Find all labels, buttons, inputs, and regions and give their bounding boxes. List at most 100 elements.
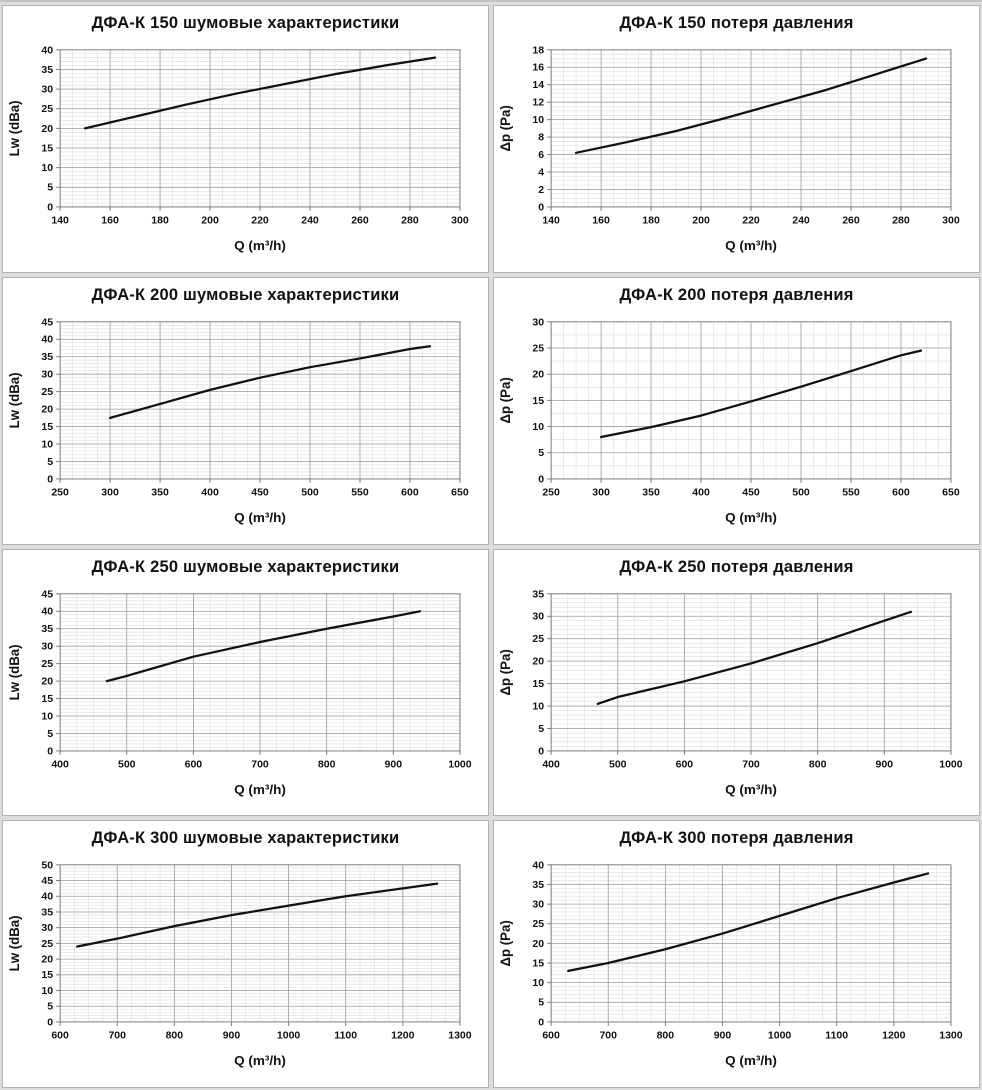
x-axis-title: Q (m³/h): [725, 510, 777, 525]
x-tick-label: 260: [842, 216, 860, 227]
y-tick-label: 35: [41, 908, 53, 919]
chart-panel-dfa-k-250-noise: ДФА-К 250 шумовые характеристики 400 500 6…: [2, 548, 489, 817]
y-tick-label: 20: [41, 676, 53, 687]
x-tick-label: 350: [642, 487, 660, 498]
chart-panel-dfa-k-200-noise: ДФА-К 200 шумовые характеристики 250 300 3…: [2, 276, 489, 545]
y-tick-label: 20: [41, 124, 53, 135]
y-tick-label: 40: [41, 606, 53, 617]
y-tick-label: 40: [41, 335, 53, 346]
x-tick-label: 500: [792, 487, 810, 498]
y-tick-label: 35: [41, 352, 53, 363]
y-tick-label: 2: [538, 185, 544, 196]
x-tick-label: 450: [251, 487, 269, 498]
y-axis-title: Lw (dBa): [7, 372, 22, 428]
x-tick-label: 400: [201, 487, 219, 498]
y-tick-label: 5: [47, 183, 53, 194]
y-tick-label: 35: [41, 624, 53, 635]
x-tick-label: 800: [318, 759, 336, 770]
x-tick-label: 1000: [768, 1031, 792, 1042]
y-tick-label: 4: [538, 168, 544, 179]
x-tick-label: 600: [185, 759, 203, 770]
y-tick-label: 0: [538, 1018, 544, 1029]
x-axis-title: Q (m³/h): [725, 1054, 777, 1069]
y-tick-label: 5: [47, 728, 53, 739]
chart-grid: [60, 321, 460, 479]
x-tick-label: 300: [101, 487, 119, 498]
x-tick-label: 700: [742, 759, 760, 770]
y-tick-label: 45: [41, 589, 53, 600]
y-tick-label: 5: [538, 448, 544, 459]
x-tick-label: 500: [609, 759, 627, 770]
chart-grid: [551, 865, 951, 1023]
x-tick-label: 500: [301, 487, 319, 498]
y-axis-title: Δp (Pa): [498, 105, 513, 151]
x-tick-label: 400: [51, 759, 69, 770]
y-tick-label: 18: [532, 45, 544, 56]
y-tick-label: 40: [41, 45, 53, 56]
y-tick-label: 50: [41, 861, 53, 872]
chart-plot: 600 700 800 900 1000 1100 1200 1300 0 5 10 15 20 25 30…: [7, 861, 472, 1069]
x-tick-label: 1100: [825, 1031, 848, 1042]
chart-grid: [60, 593, 460, 751]
y-tick-label: 10: [41, 711, 53, 722]
y-axis-title: Δp (Pa): [498, 920, 513, 966]
x-axis-title: Q (m³/h): [725, 782, 777, 797]
y-tick-label: 10: [41, 163, 53, 174]
y-tick-label: 30: [41, 369, 53, 380]
y-tick-label: 0: [47, 202, 53, 213]
x-tick-label: 300: [942, 216, 960, 227]
y-tick-label: 15: [532, 396, 544, 407]
x-tick-label: 220: [251, 216, 269, 227]
x-tick-label: 1200: [391, 1031, 415, 1042]
chart-plot: 250 300 350 400 450 500 550 600 650 0 5 10 15 20 25 30 3…: [7, 317, 469, 525]
x-tick-label: 700: [251, 759, 269, 770]
x-tick-label: 160: [101, 216, 119, 227]
x-tick-label: 600: [51, 1031, 69, 1042]
y-tick-label: 30: [41, 641, 53, 652]
x-axis-title: Q (m³/h): [234, 238, 286, 253]
chart-panel-dfa-k-200-pressure: ДФА-К 200 потеря давления 250 300 350 400 45…: [493, 276, 980, 545]
y-tick-label: 20: [41, 404, 53, 415]
x-tick-label: 1100: [334, 1031, 357, 1042]
x-tick-label: 240: [301, 216, 319, 227]
x-tick-label: 400: [542, 759, 560, 770]
x-tick-label: 160: [592, 216, 610, 227]
x-tick-label: 600: [676, 759, 694, 770]
y-tick-label: 5: [47, 1002, 53, 1013]
y-tick-label: 25: [41, 104, 53, 115]
y-tick-label: 0: [538, 474, 544, 485]
x-tick-label: 180: [642, 216, 660, 227]
chart-title: ДФА-К 200 потеря давления: [619, 285, 854, 304]
x-tick-label: 450: [742, 487, 760, 498]
y-tick-label: 20: [532, 656, 544, 667]
y-tick-label: 15: [41, 422, 53, 433]
y-tick-label: 35: [532, 880, 544, 891]
data-curve: [567, 872, 930, 973]
y-tick-label: 15: [532, 959, 544, 970]
chart-plot: 400 500 600 700 800 900 1000 0 5 10 15 20 25 30 35 40 45…: [7, 589, 472, 797]
y-axis-title: Lw (dBa): [7, 916, 22, 972]
x-tick-label: 240: [792, 216, 810, 227]
chart-panel-dfa-k-300-noise: ДФА-К 300 шумовые характеристики 600 700 8…: [2, 820, 489, 1088]
y-tick-label: 35: [41, 65, 53, 76]
x-tick-label: 350: [151, 487, 169, 498]
x-tick-label: 280: [892, 216, 910, 227]
y-tick-label: 20: [532, 369, 544, 380]
chart-panel-dfa-k-150-noise: ДФА-К 150 шумовые характеристики 140 160 1…: [2, 5, 489, 273]
chart-plot: 600 700 800 900 1000 1100 1200 1300 0 5 10 15 20 25 30…: [498, 861, 963, 1069]
x-tick-label: 250: [542, 487, 560, 498]
x-tick-label: 650: [451, 487, 469, 498]
x-tick-label: 1000: [448, 759, 472, 770]
chart-title: ДФА-К 300 шумовые характеристики: [91, 829, 400, 848]
chart-plot: 400 500 600 700 800 900 1000 0 5 10 15 20 25 30 35 Q (m…: [498, 589, 963, 797]
plot-border: [550, 592, 952, 751]
y-tick-label: 0: [47, 474, 53, 485]
y-tick-label: 14: [532, 80, 544, 91]
chart-title: ДФА-К 250 шумовые характеристики: [91, 557, 400, 576]
y-tick-label: 5: [538, 998, 544, 1009]
x-tick-label: 800: [809, 759, 827, 770]
y-tick-label: 20: [41, 955, 53, 966]
data-curve: [599, 349, 923, 438]
chart-plot: 250 300 350 400 450 500 550 600 650 0 5 10 15 20 25 30 Q…: [498, 317, 960, 525]
x-tick-label: 700: [108, 1031, 126, 1042]
